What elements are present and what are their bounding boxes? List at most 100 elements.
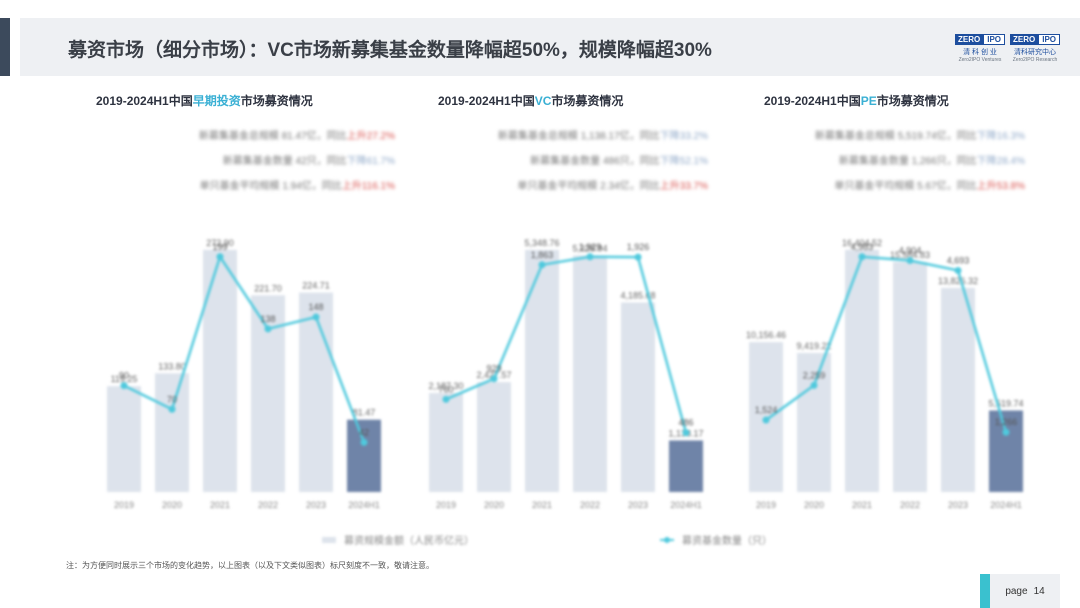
bar-value-label: 133.80 — [158, 361, 186, 371]
count-value-label: 90 — [119, 371, 129, 381]
logo-cn-text: 清科研究中心 — [1014, 49, 1056, 56]
chart-vc: 2,187.30 2019 2,427.57 2020 5,348.76 2021 5,22… — [428, 238, 703, 510]
stat-line: 单只基金平均规模 5.67亿，同比上升53.8% — [834, 181, 1025, 192]
count-value-label: 138 — [260, 314, 275, 324]
bar-value-label: 224.71 — [302, 281, 330, 291]
page-accent-bar — [980, 574, 990, 608]
x-tick-label: 2021 — [210, 500, 230, 510]
bar-2020 — [797, 352, 831, 492]
page-indicator: page 14 — [990, 574, 1060, 608]
stat-line: 单只基金平均规模 2.34亿，同比上升33.7% — [517, 181, 708, 192]
count-point — [810, 381, 818, 389]
x-tick-label: 2023 — [628, 500, 648, 510]
x-tick-label: 2020 — [162, 500, 182, 510]
count-point — [264, 325, 272, 333]
count-point — [120, 382, 128, 390]
bar-2020 — [155, 373, 189, 492]
logo-ipo-text: IPO — [983, 34, 1006, 45]
logo-zero-text: ZERO — [955, 34, 984, 45]
bar-value-label: 5,348.76 — [524, 238, 559, 248]
bar-2022 — [893, 261, 927, 492]
chart-title-pe: 2019-2024H1中国PE市场募资情况 — [764, 94, 949, 108]
bar-value-label: 5,519.74 — [988, 399, 1023, 409]
logo-zero-text: ZERO — [1010, 34, 1039, 45]
x-tick-label: 2019 — [114, 500, 134, 510]
legend-bar-label: 募资规模金额（人民币亿元） — [344, 536, 474, 547]
x-tick-label: 2021 — [852, 500, 872, 510]
logo-ipo-text: IPO — [1038, 34, 1061, 45]
count-value-label: 1,266 — [995, 417, 1018, 427]
bar-2022 — [573, 255, 607, 492]
x-tick-label: 2023 — [306, 500, 326, 510]
title-accent-bar — [0, 18, 10, 76]
chart-pe: 10,156.46 2019 9,419.22 2020 16,404.52 2021 15… — [746, 238, 1024, 510]
count-value-label: 486 — [678, 418, 693, 428]
chart-title-vc: 2019-2024H1中国VC市场募资情况 — [438, 94, 624, 108]
x-tick-label: 2022 — [258, 500, 278, 510]
zero2ipo-research-logo: ZERO IPO 清科研究中心 Zero2IPO Research — [1010, 34, 1061, 63]
count-line — [765, 255, 1008, 433]
count-value-label: 70 — [167, 394, 177, 404]
page-title: 募资市场（细分市场）：VC市场新募集基金数量降幅超50%，规模降幅超30% — [68, 40, 712, 61]
bar-2019 — [107, 386, 141, 492]
count-value-label: 2,259 — [803, 370, 826, 380]
bar-value-label: 2,187.30 — [428, 381, 463, 391]
count-value-label: 1,926 — [627, 242, 650, 252]
bar-value-label: 272.90 — [206, 238, 234, 248]
stats-early-stage: 新募集基金总规模 81.47亿，同比上升27.2% 新募集基金数量 42只，同比… — [110, 124, 395, 199]
bar-2024H1 — [347, 419, 381, 492]
count-point — [490, 375, 498, 383]
count-line — [445, 255, 688, 434]
header-band — [20, 18, 1080, 76]
count-value-label: 42 — [359, 427, 369, 437]
stats-vc: 新募集基金总规模 1,138.17亿，同比下降33.2% 新募集基金数量 486… — [410, 124, 708, 199]
x-tick-label: 2019 — [436, 500, 456, 510]
bar-value-label: 4,185.68 — [620, 290, 655, 300]
x-tick-label: 2024H1 — [348, 500, 380, 510]
page-number: 14 — [1033, 585, 1045, 597]
bar-value-label: 13,826.32 — [938, 276, 978, 286]
bar-2021 — [525, 249, 559, 492]
x-tick-label: 2019 — [756, 500, 776, 510]
stat-line: 新募集基金数量 486只，同比下降52.1% — [530, 156, 708, 167]
count-point — [762, 416, 770, 424]
bar-value-label: 16,404.52 — [842, 238, 882, 248]
count-value-label: 4,904 — [899, 245, 922, 255]
count-value-label: 1,929 — [579, 242, 602, 252]
chart-title-early-stage: 2019-2024H1中国早期投资市场募资情况 — [96, 94, 313, 108]
legend-bar: 募资规模金额（人民币亿元） — [322, 532, 474, 547]
bar-2019 — [429, 392, 463, 492]
bar-2023 — [299, 292, 333, 492]
bar-value-label: 5,228.94 — [572, 243, 607, 253]
bar-value-label: 10,156.46 — [746, 330, 786, 340]
stat-line: 单只基金平均规模 1.94亿，同比上升116.1% — [199, 181, 395, 192]
logo-en-text: Zero2IPO Research — [1012, 57, 1058, 63]
x-tick-label: 2022 — [580, 500, 600, 510]
stat-line: 新募集基金数量 42只，同比下降61.7% — [222, 156, 395, 167]
legend-line: 募资基金数量（只） — [660, 532, 772, 547]
count-value-label: 199 — [212, 242, 227, 252]
count-value-label: 148 — [308, 302, 323, 312]
bar-value-label: 9,419.22 — [796, 341, 831, 351]
count-point — [906, 256, 914, 264]
bar-2021 — [203, 249, 237, 492]
page-label: page — [1005, 585, 1028, 597]
count-value-label: 760 — [438, 384, 453, 394]
count-point — [168, 405, 176, 413]
count-point — [312, 313, 320, 321]
bar-2023 — [941, 287, 975, 492]
bar-value-label: 119.25 — [111, 374, 138, 384]
stat-line: 新募集基金总规模 1,138.17亿，同比下降33.2% — [497, 131, 708, 142]
bar-2024H1 — [989, 410, 1023, 492]
count-point — [360, 438, 368, 446]
count-value-label: 4,693 — [947, 255, 970, 265]
bar-value-label: 81.47 — [353, 408, 376, 418]
stat-line: 新募集基金总规模 81.47亿，同比上升27.2% — [198, 131, 395, 142]
stats-pe: 新募集基金总规模 5,519.74亿，同比下降16.3% 新募集基金数量 1,2… — [735, 124, 1025, 199]
count-line — [123, 253, 366, 443]
bar-2020 — [477, 382, 511, 492]
logo-en-text: Zero2IPO Ventures — [958, 57, 1002, 63]
count-value-label: 4,983 — [851, 242, 874, 252]
count-point — [442, 395, 450, 403]
x-tick-label: 2020 — [804, 500, 824, 510]
